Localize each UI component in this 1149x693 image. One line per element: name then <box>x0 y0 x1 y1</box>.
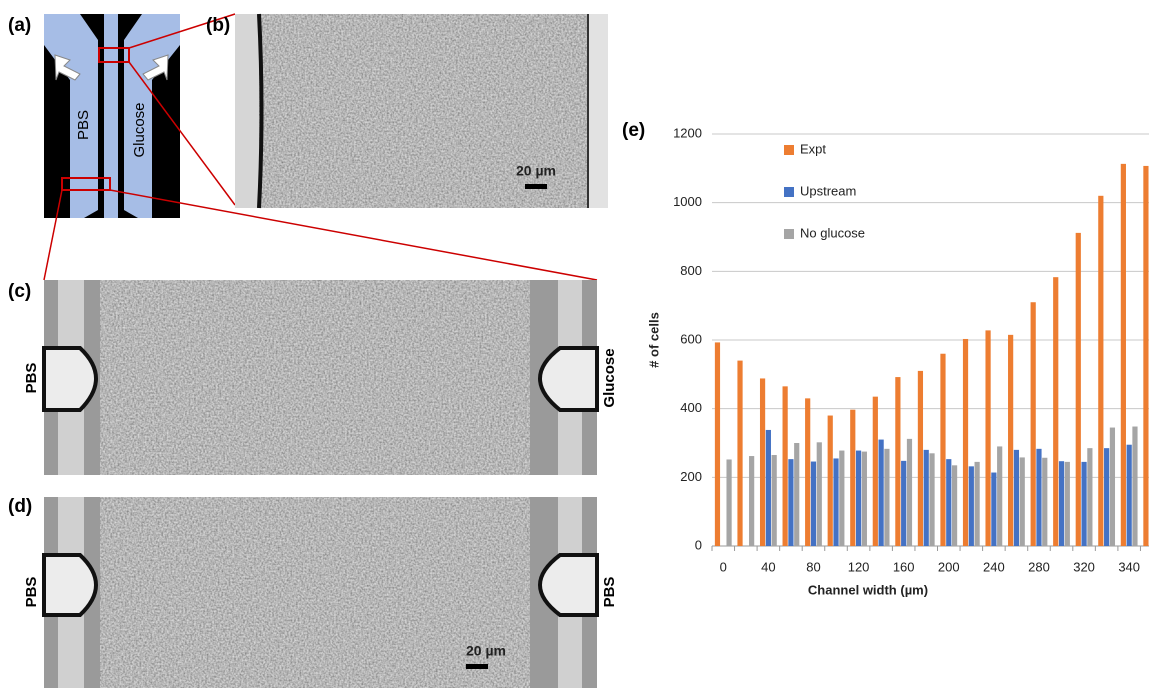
bar <box>766 430 771 546</box>
y-axis-title: # of cells <box>646 312 661 368</box>
bar <box>975 462 980 546</box>
x-tick-label: 280 <box>1028 559 1050 574</box>
bar <box>783 386 788 546</box>
channel-diagram: PBS Glucose <box>44 14 180 218</box>
bar <box>991 473 996 546</box>
y-tick-label: 0 <box>695 537 702 552</box>
bar <box>1042 458 1047 546</box>
bar <box>901 461 906 546</box>
bar <box>850 410 855 546</box>
y-tick-label: 800 <box>680 263 702 278</box>
legend-label: Upstream <box>800 183 856 198</box>
x-tick-label: 40 <box>761 559 775 574</box>
x-tick-label: 340 <box>1118 559 1140 574</box>
y-tick-label: 600 <box>680 331 702 346</box>
bar <box>805 398 810 546</box>
bar <box>828 416 833 546</box>
micrograph: 20 µm <box>44 497 597 688</box>
bar <box>772 455 777 546</box>
bar <box>817 442 822 546</box>
y-tick-label: 400 <box>680 400 702 415</box>
panel-label: (a) <box>8 15 31 36</box>
side-label: PBS <box>601 577 618 608</box>
x-tick-label: 200 <box>938 559 960 574</box>
legend-label: Expt <box>800 141 826 156</box>
bar <box>1127 445 1132 546</box>
bar <box>760 378 765 546</box>
y-tick-label: 200 <box>680 469 702 484</box>
legend-label: No glucose <box>800 225 865 240</box>
side-label: Glucose <box>601 348 618 407</box>
bar <box>1087 448 1092 546</box>
scale-bar-label: 20 µm <box>466 643 506 659</box>
bar <box>946 459 951 546</box>
bar <box>879 440 884 546</box>
panel-label: (d) <box>8 496 32 517</box>
bar <box>952 465 957 546</box>
panel-label: (c) <box>8 281 31 302</box>
bar <box>856 451 861 546</box>
x-tick-label: 320 <box>1073 559 1095 574</box>
x-tick-label: 120 <box>848 559 870 574</box>
y-tick-label: 1000 <box>673 194 702 209</box>
x-axis-title: Channel width (µm) <box>808 582 928 597</box>
side-label: PBS <box>23 363 40 394</box>
bar <box>924 450 929 546</box>
bar <box>1110 428 1115 546</box>
bar <box>997 446 1002 546</box>
legend-swatch <box>784 145 794 155</box>
bar <box>985 330 990 546</box>
bar <box>940 354 945 546</box>
bar <box>1036 449 1041 546</box>
bar <box>1143 166 1148 546</box>
x-tick-label: 80 <box>806 559 820 574</box>
bar <box>884 449 889 546</box>
x-tick-label: 0 <box>720 559 727 574</box>
panel-label: (b) <box>206 15 230 36</box>
x-tick-label: 160 <box>893 559 915 574</box>
bar <box>929 453 934 546</box>
bar <box>749 456 754 546</box>
bar <box>1081 462 1086 546</box>
bar <box>833 458 838 546</box>
bar <box>862 452 867 546</box>
panel-label: (e) <box>622 120 645 141</box>
inlet-label: PBS <box>75 110 92 140</box>
bar <box>963 339 968 546</box>
bar <box>1098 196 1103 546</box>
bar <box>715 342 720 546</box>
side-label: PBS <box>23 577 40 608</box>
bar <box>1014 450 1019 546</box>
bar <box>811 462 816 546</box>
scale-bar-label: 20 µm <box>516 163 556 179</box>
bar <box>907 439 912 546</box>
legend-swatch <box>784 229 794 239</box>
bar <box>1132 427 1137 546</box>
bar <box>1065 462 1070 546</box>
x-tick-label: 240 <box>983 559 1005 574</box>
legend-swatch <box>784 187 794 197</box>
bar <box>1053 277 1058 546</box>
inlet-label: Glucose <box>131 102 148 157</box>
bar <box>788 459 793 546</box>
bar <box>1076 233 1081 546</box>
micrograph <box>44 280 597 475</box>
bar <box>895 377 900 546</box>
bar <box>969 466 974 546</box>
bar <box>1059 461 1064 546</box>
bar <box>873 397 878 546</box>
bar <box>794 443 799 546</box>
bar <box>1104 448 1109 546</box>
bar <box>726 459 731 546</box>
bar <box>1008 335 1013 546</box>
bar <box>1031 302 1036 546</box>
figure: PBS Glucose (a) 20 µm (b) (c) PBS Glucos… <box>0 0 1149 688</box>
bar <box>1121 164 1126 546</box>
bar <box>839 451 844 546</box>
y-tick-label: 1200 <box>673 125 702 140</box>
bar <box>1020 457 1025 546</box>
bar <box>918 371 923 546</box>
micrograph: 20 µm <box>235 14 608 208</box>
bar <box>737 361 742 546</box>
